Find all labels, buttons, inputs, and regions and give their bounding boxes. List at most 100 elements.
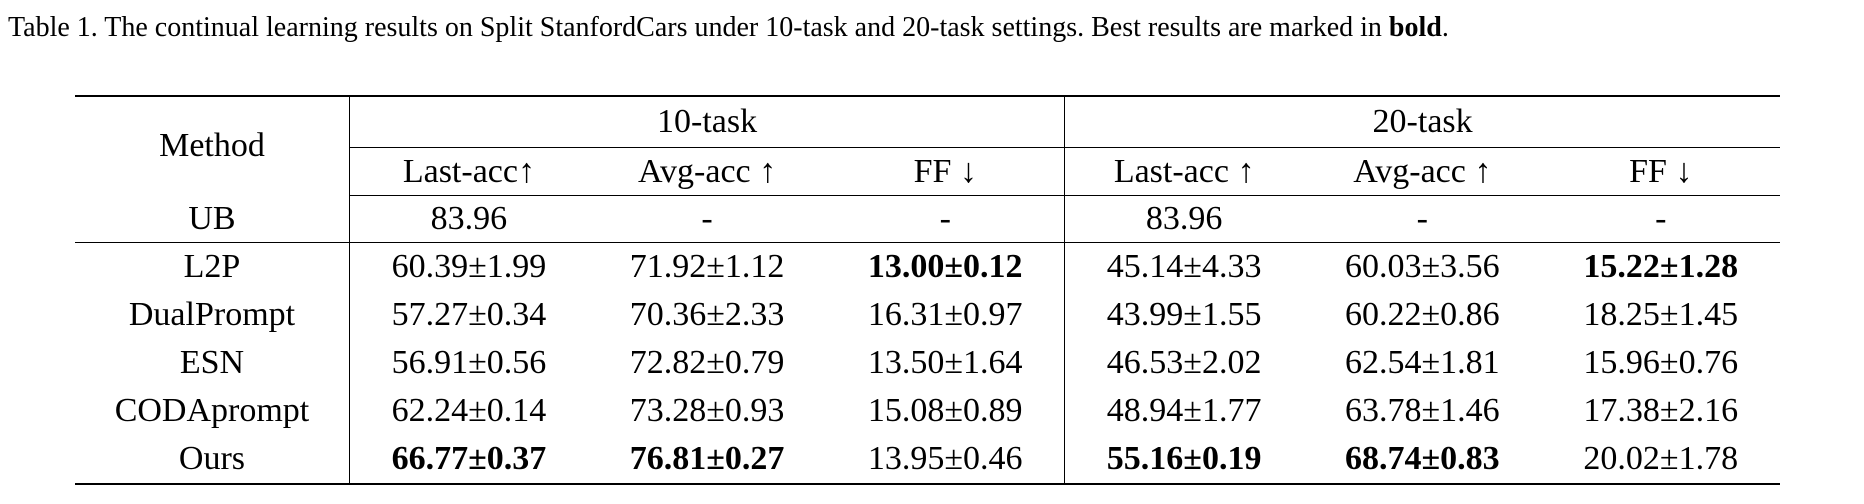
value-cell: 71.92±1.12 [588,243,826,292]
value-cell: - [1541,195,1780,243]
table-row: Ours 66.77±0.37 76.81±0.27 13.95±0.46 55.16±… [75,435,1780,485]
value-cell: 60.39±1.99 [349,243,587,292]
value-cell: 43.99±1.55 [1065,291,1303,339]
value-cell: 55.16±0.19 [1064,435,1304,485]
cell-text: 60.22±0.86 [1344,296,1500,333]
caption-end: . [1441,12,1449,43]
cell-text: UB [188,199,236,237]
cell-text: 13.50±1.64 [867,344,1023,381]
value-cell: 15.96±0.76 [1542,339,1781,387]
cell-text: 43.99±1.55 [1106,296,1262,333]
value-cell: 83.96 [1064,195,1304,243]
cell-text: 60.03±3.56 [1344,248,1500,285]
value-cell: 63.78±1.46 [1303,387,1541,435]
column-header: Avg-acc ↑ [587,147,827,196]
table-row: L2P 60.39±1.99 71.92±1.12 13.00±0.12 45.14±4… [75,242,1781,292]
value-cell: 72.82±0.79 [588,339,826,387]
group-header: 10-task [349,95,1066,148]
value-cell: 48.94±1.77 [1065,387,1303,435]
value-cell: 20.02±1.78 [1541,435,1780,485]
table-row: CODAprompt 62.24±0.14 73.28±0.93 15.08±0.89… [75,387,1780,435]
cell-text: 57.27±0.34 [391,296,547,333]
value-cell: - [826,195,1066,243]
cell-text: 63.78±1.46 [1344,392,1500,429]
table-row: ESN 56.91±0.56 72.82±0.79 13.50±1.64 46.53±2… [75,339,1780,387]
cell-text: 66.77±0.37 [391,440,547,477]
cell-text: 83.96 [1145,200,1223,237]
cell-text: 15.96±0.76 [1583,344,1739,381]
cell-text: 18.25±1.45 [1583,296,1739,333]
column-header: FF ↓ [826,147,1066,196]
cell-text: 20.02±1.78 [1583,440,1739,477]
value-cell: 56.91±0.56 [349,339,587,387]
group-header: 20-task [1064,95,1780,148]
caption-emphasis: bold [1388,12,1442,43]
cell-text: 73.28±0.93 [629,392,785,429]
value-cell: 46.53±2.02 [1065,339,1303,387]
value-cell: 62.54±1.81 [1303,339,1541,387]
cell-text: ESN [179,344,245,381]
value-cell: 13.00±0.12 [826,242,1066,291]
value-cell: - [587,195,827,243]
cell-text: 83.96 [430,200,508,237]
cell-text: DualPrompt [128,296,296,333]
caption: Table 1. The continual learning results … [8,12,1449,44]
table-row: DualPrompt 57.27±0.34 70.36±2.33 16.31±0.97… [75,291,1780,339]
value-cell: 17.38±2.16 [1542,387,1781,435]
cell-text: 70.36±2.33 [629,296,785,333]
cell-text: 56.91±0.56 [391,344,547,381]
cell-text: 13.95±0.46 [867,440,1023,477]
value-cell: 15.08±0.89 [826,387,1066,435]
cell-text: 13.00±0.12 [867,248,1023,285]
cell-text: 45.14±4.33 [1106,248,1262,285]
method-cell: CODAprompt [75,387,350,435]
cell-text: 16.31±0.97 [867,296,1023,333]
value-cell: 16.31±0.97 [826,291,1066,339]
method-cell: Ours [75,435,350,485]
value-cell: 73.28±0.93 [588,387,826,435]
value-cell: 62.24±0.14 [349,387,587,435]
cell-text: - [1655,200,1667,237]
cell-text: 60.39±1.99 [391,248,547,285]
value-cell: 60.03±3.56 [1303,243,1541,292]
value-cell: 13.95±0.46 [826,435,1066,485]
value-cell: 15.22±1.28 [1542,243,1781,292]
cell-text: 15.08±0.89 [867,392,1023,429]
header-row: Last-acc↑ Avg-acc ↑ FF ↓ Last-acc ↑ Avg-acc … [75,147,1780,196]
value-cell: 70.36±2.33 [588,291,826,339]
value-cell: 60.22±0.86 [1303,291,1541,339]
method-cell: L2P [75,242,350,291]
column-header: FF ↓ [1541,147,1780,196]
value-cell: 68.74±0.83 [1303,435,1542,485]
cell-text: 72.82±0.79 [629,344,785,381]
cell-text: 68.74±0.83 [1344,440,1500,477]
method-cell: ESN [75,339,350,387]
cell-text: - [1416,200,1428,237]
cell-text: 48.94±1.77 [1106,392,1262,429]
table-row: UB 83.96 - - 83.96 - - [75,195,1780,243]
cell-text: 71.92±1.12 [629,248,785,285]
column-header: Avg-acc ↑ [1303,147,1542,196]
column-header: Last-acc ↑ [1064,147,1304,196]
value-cell: 66.77±0.37 [349,435,588,485]
header-row: Method 10-task 20-task [75,95,1780,196]
cell-text: - [701,200,713,237]
cell-text: 17.38±2.16 [1583,392,1739,429]
value-cell: 13.50±1.64 [826,339,1066,387]
cell-text: Ours [178,440,246,477]
method-cell: DualPrompt [75,291,350,339]
cell-text: L2P [183,248,241,285]
column-header: Last-acc↑ [349,147,588,196]
results-table: Method 10-task 20-task Last-acc↑ Avg-acc ↑ FF… [75,95,1780,485]
value-cell: 18.25±1.45 [1542,291,1781,339]
method-cell: UB [75,195,350,243]
value-cell: 83.96 [349,195,588,243]
cell-text: 62.24±0.14 [391,392,547,429]
header-cell: Method [75,95,350,196]
cell-text: 55.16±0.19 [1106,440,1262,477]
value-cell: 76.81±0.27 [587,435,827,485]
cell-text: - [939,200,951,237]
cell-text: 15.22±1.28 [1583,248,1739,285]
cell-text: CODAprompt [114,392,310,429]
